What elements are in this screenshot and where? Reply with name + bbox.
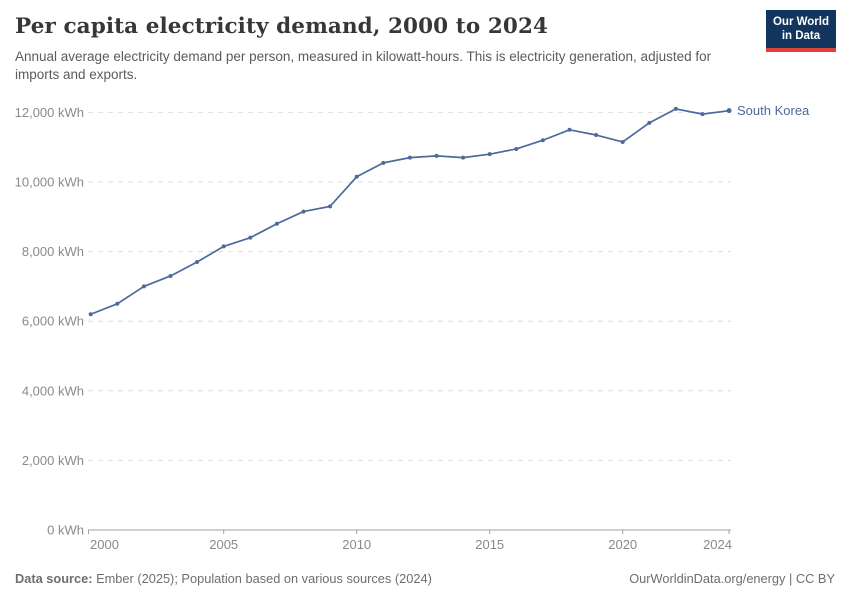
chart-header: Per capita electricity demand, 2000 to 2… <box>15 14 835 84</box>
series-line[interactable] <box>90 108 730 316</box>
data-point[interactable] <box>647 120 652 125</box>
y-tick-label: 8,000 kWh <box>22 244 84 259</box>
y-tick-label: 6,000 kWh <box>22 314 84 329</box>
data-point[interactable] <box>168 273 173 278</box>
data-point[interactable] <box>274 221 279 226</box>
data-point[interactable] <box>487 152 492 157</box>
data-point[interactable] <box>594 133 599 138</box>
data-point[interactable] <box>700 112 705 117</box>
x-tick-label: 2010 <box>342 537 371 552</box>
data-point[interactable] <box>301 209 306 214</box>
y-tick-label: 10,000 kWh <box>15 175 84 190</box>
data-point[interactable] <box>115 301 120 306</box>
data-point[interactable] <box>567 127 572 132</box>
chart-title: Per capita electricity demand, 2000 to 2… <box>15 14 549 39</box>
data-source-text: Ember (2025); Population based on variou… <box>92 571 432 586</box>
x-tick-label: 2005 <box>209 537 238 552</box>
data-point[interactable] <box>726 108 732 114</box>
x-tick-label: 2024 <box>703 537 732 552</box>
data-point[interactable] <box>381 160 386 165</box>
data-point[interactable] <box>620 139 625 144</box>
data-point[interactable] <box>221 244 226 249</box>
chart-subtitle: Annual average electricity demand per pe… <box>15 49 712 83</box>
data-point[interactable] <box>88 312 93 317</box>
owid-logo-line2: in Data <box>781 30 821 43</box>
x-tick-label: 2000 <box>90 537 119 552</box>
owid-url-license[interactable]: OurWorldinData.org/energy | CC BY <box>629 571 835 586</box>
data-point[interactable] <box>195 260 200 265</box>
data-point[interactable] <box>673 106 678 111</box>
data-point[interactable] <box>540 138 545 143</box>
data-source-note[interactable]: Data source: Ember (2025); Population ba… <box>15 571 432 586</box>
series-south-korea[interactable]: South Korea <box>88 103 810 317</box>
y-tick-label: 4,000 kWh <box>22 383 84 398</box>
x-tick-label: 2020 <box>608 537 637 552</box>
data-point[interactable] <box>407 155 412 160</box>
data-point[interactable] <box>354 174 359 179</box>
y-tick-label: 12,000 kWh <box>15 105 84 120</box>
data-source-label: Data source: <box>15 571 93 586</box>
y-tick-label: 2,000 kWh <box>22 453 84 468</box>
data-point[interactable] <box>514 146 519 151</box>
entity-label[interactable]: South Korea <box>737 103 810 118</box>
owid-logo-line1: Our World <box>772 16 829 28</box>
owid-logo[interactable]: Our World in Data <box>765 10 836 52</box>
data-point[interactable] <box>141 284 146 289</box>
chart-footer: Data source: Ember (2025); Population ba… <box>15 571 835 586</box>
data-point[interactable] <box>461 155 466 160</box>
data-point[interactable] <box>248 235 253 240</box>
data-point[interactable] <box>434 153 439 158</box>
x-tick-label: 2015 <box>475 537 504 552</box>
y-tick-label: 0 kWh <box>47 523 84 538</box>
data-point[interactable] <box>328 204 333 209</box>
